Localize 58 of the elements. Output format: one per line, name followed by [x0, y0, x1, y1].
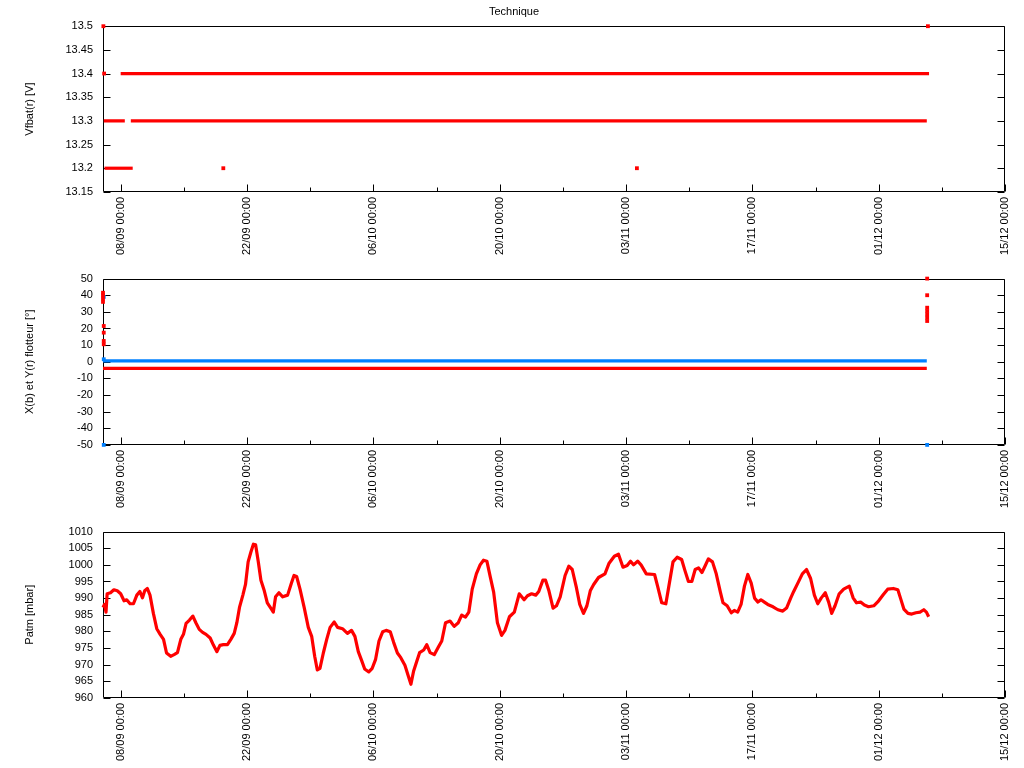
x-tick-label: 15/12 00:00 — [998, 196, 1011, 256]
x-tick-label: 20/10 00:00 — [492, 702, 505, 762]
y-tick-label: 13.25 — [65, 137, 93, 150]
x-tick-label: 20/10 00:00 — [492, 196, 505, 256]
x-tick-label: 03/11 00:00 — [619, 702, 632, 761]
y-tick-label: 975 — [74, 641, 93, 654]
y-tick-label: 50 — [80, 271, 93, 284]
x-tick-label: 03/11 00:00 — [619, 196, 632, 255]
y-tick-label: -30 — [77, 404, 93, 417]
x-tick-label: 06/10 00:00 — [366, 196, 379, 256]
y-tick-label: 965 — [74, 674, 93, 687]
y-tick-label: -10 — [77, 371, 93, 384]
y-axis-title: Vfbat(r) [V] — [22, 82, 35, 136]
x-tick-label: 06/10 00:00 — [366, 449, 379, 509]
y-tick-label: 13.35 — [65, 90, 93, 103]
y-tick-label: 995 — [74, 574, 93, 587]
y-axis-title: X(b) et Y(r) flotteur [°] — [22, 309, 35, 414]
x-tick-label: 08/09 00:00 — [113, 196, 126, 256]
x-tick-label: 17/11 00:00 — [745, 702, 758, 761]
y-tick-label: 13.4 — [71, 66, 93, 79]
y-tick-label: -20 — [77, 388, 93, 401]
x-tick-label: 20/10 00:00 — [492, 449, 505, 509]
y-tick-label: 1005 — [68, 541, 93, 554]
x-tick-label: 01/12 00:00 — [871, 449, 884, 509]
x-tick-label: 08/09 00:00 — [113, 449, 126, 509]
x-tick-label: 01/12 00:00 — [871, 702, 884, 762]
y-tick-label: 10 — [80, 338, 93, 351]
y-tick-label: 20 — [80, 321, 93, 334]
x-tick-label: 22/09 00:00 — [240, 449, 253, 509]
x-tick-label: 22/09 00:00 — [240, 702, 253, 762]
y-tick-label: 960 — [74, 690, 93, 703]
x-tick-label: 15/12 00:00 — [998, 702, 1011, 762]
y-tick-label: 13.3 — [71, 113, 93, 126]
x-tick-label: 15/12 00:00 — [998, 449, 1011, 509]
x-tick-label: 17/11 00:00 — [745, 196, 758, 255]
x-tick-label: 17/11 00:00 — [745, 449, 758, 508]
x-tick-label: 03/11 00:00 — [619, 449, 632, 508]
y-tick-label: 13.15 — [65, 184, 93, 197]
x-tick-label: 06/10 00:00 — [366, 702, 379, 762]
y-tick-label: 13.5 — [71, 19, 93, 32]
y-tick-label: -40 — [77, 421, 93, 434]
y-tick-label: 985 — [74, 607, 93, 620]
x-tick-label: 22/09 00:00 — [240, 196, 253, 256]
y-tick-label: 0 — [86, 354, 93, 367]
y-tick-label: 980 — [74, 624, 93, 637]
x-tick-label: 08/09 00:00 — [113, 702, 126, 762]
y-tick-label: 1010 — [68, 524, 93, 537]
y-tick-label: 970 — [74, 657, 93, 670]
y-tick-label: 13.2 — [71, 161, 93, 174]
y-tick-label: 990 — [74, 591, 93, 604]
y-tick-label: 13.45 — [65, 42, 93, 55]
y-tick-label: -50 — [77, 437, 93, 450]
y-tick-label: 1000 — [68, 557, 93, 570]
y-tick-label: 30 — [80, 304, 93, 317]
x-tick-label: 01/12 00:00 — [871, 196, 884, 256]
y-tick-label: 40 — [80, 288, 93, 301]
y-axis-title: Patm [mbar] — [22, 584, 35, 645]
chart-title: Technique — [488, 4, 540, 17]
